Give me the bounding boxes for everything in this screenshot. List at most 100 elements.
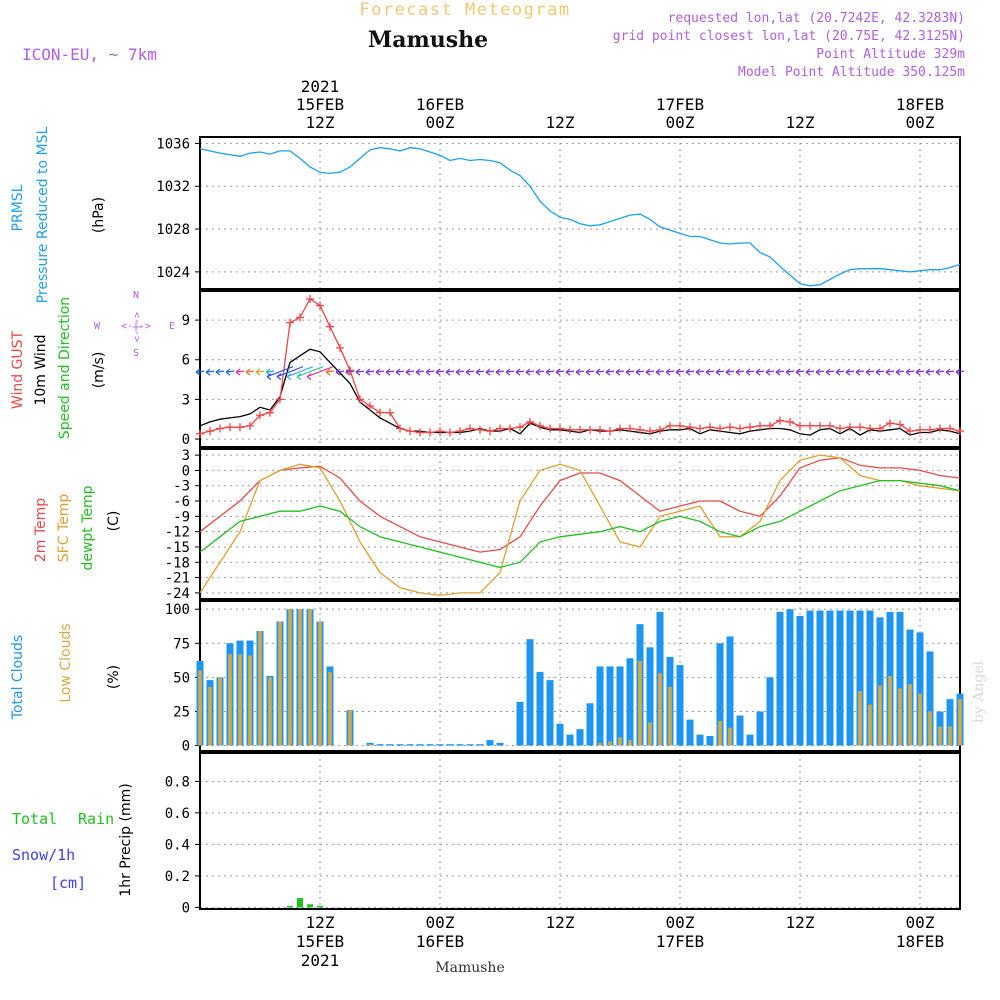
rain-label: Rain (78, 810, 114, 828)
wind-arrow-icon (525, 368, 535, 376)
wind-arrow-icon (935, 368, 945, 376)
wind-arrow-icon (945, 368, 955, 376)
gust-marker (276, 395, 284, 404)
gust-marker (466, 424, 474, 433)
gust-marker (836, 424, 844, 433)
gust-marker (456, 427, 464, 436)
wind-unit: (m/s) (91, 352, 107, 389)
gust-marker (616, 424, 624, 433)
total-label: Total (12, 810, 57, 828)
total-cloud-bar (766, 677, 774, 746)
gust-marker (666, 421, 674, 430)
gust-marker (696, 424, 704, 433)
wind-arrow-icon (465, 368, 475, 376)
wind-arrow-icon (835, 368, 845, 376)
ytick-label: 0 (182, 432, 190, 448)
total-cloud-bar (676, 665, 684, 746)
gust-marker (526, 417, 534, 426)
low-cloud-bar (868, 704, 872, 746)
gust-marker (486, 427, 494, 436)
compass-n: N (133, 290, 139, 301)
top-tick-time: 00Z (426, 113, 455, 132)
bottom-tick-time: 12Z (306, 913, 335, 932)
gust-marker (356, 395, 364, 404)
gust-marker (816, 421, 824, 430)
wind-arrow-icon (535, 368, 545, 376)
tsfc-label: SFC Temp (56, 494, 72, 563)
ytick-label: -24 (165, 586, 190, 602)
low-cloud-bar (948, 726, 952, 746)
top-tick-date: 18FEB (896, 95, 944, 114)
gust-marker (506, 424, 514, 433)
tsfc-line (199, 454, 961, 597)
wind-arrow-icon (735, 368, 745, 376)
wind-arrow-icon (385, 368, 395, 376)
bottom-tick-time: 00Z (426, 913, 455, 932)
wind-arrow-icon (795, 368, 805, 376)
cloud-unit: (%) (106, 665, 122, 689)
ytick-label: 1028 (156, 222, 190, 238)
total-cloud-bar (736, 715, 744, 746)
ytick-label: -21 (165, 571, 190, 587)
ytick-label: -6 (173, 494, 190, 510)
gust-marker (856, 423, 864, 432)
compass-w: W (94, 321, 101, 332)
top-tick-date: 16FEB (416, 95, 464, 114)
dewpt-line (199, 479, 961, 569)
low-cloud-bar (898, 688, 902, 746)
wind-arrow-icon (865, 368, 875, 376)
wind-arrow-icon (435, 368, 445, 376)
top-tick-time: 00Z (906, 113, 935, 132)
total-cloud-bar (446, 744, 454, 746)
wind-arrow-icon (855, 368, 865, 376)
rain-bar (317, 905, 323, 908)
low-cloud-bar (668, 686, 672, 746)
wind-arrow-icon (195, 368, 205, 376)
total-cloud-bar (626, 658, 634, 746)
bottom-tick-date: 15FEB (296, 932, 344, 951)
panel-wind: 0 3 6 9 (182, 290, 965, 448)
gust-marker (596, 425, 604, 434)
total-cloud-bar (486, 740, 494, 746)
wind-arrow-icon (895, 368, 905, 376)
total-cloud-bar (726, 636, 734, 746)
low-clouds-label: Low Clouds (58, 623, 74, 702)
gust-marker (746, 423, 754, 432)
wind-arrow-icon (245, 368, 255, 376)
wind-arrow-icon (365, 368, 375, 376)
ytick-label: 0.8 (165, 774, 190, 790)
gust-marker (306, 294, 314, 303)
ytick-label: 0.4 (165, 837, 190, 853)
low-cloud-bar (858, 691, 862, 746)
wind-arrow-icon (675, 368, 685, 376)
total-cloud-bar (566, 734, 574, 746)
ytick-label: 0 (182, 463, 190, 479)
total-cloud-bar (546, 680, 554, 746)
total-cloud-bar (646, 647, 654, 746)
compass-e: E (169, 321, 175, 332)
wind-arrow-icon (665, 368, 675, 376)
t2m-line (199, 457, 961, 553)
low-cloud-bar (198, 670, 202, 746)
gust-marker (496, 424, 504, 433)
ytick-label: 6 (182, 353, 190, 369)
gust-marker (536, 421, 544, 430)
total-cloud-bar (586, 703, 594, 746)
panel-temperature: 30-3-6-9-12-15-18-21-24 (165, 448, 961, 602)
gust-marker (896, 420, 904, 429)
low-cloud-bar (928, 711, 932, 746)
gust-marker (756, 421, 764, 430)
temp-unit: (C) (106, 511, 122, 532)
gust-marker (196, 429, 204, 438)
wind-arrow-icon (335, 368, 345, 376)
low-cloud-bar (318, 621, 322, 746)
wind-arrow-icon (425, 368, 435, 376)
wind-arrow-icon (565, 368, 575, 376)
top-year: 2021 (301, 77, 340, 96)
wind-arrow-icon (545, 368, 555, 376)
wind-arrow-icon (205, 368, 215, 376)
wind-arrow-icon (745, 368, 755, 376)
wind-arrow-icon (325, 368, 335, 376)
ytick-label: 0 (182, 900, 190, 916)
